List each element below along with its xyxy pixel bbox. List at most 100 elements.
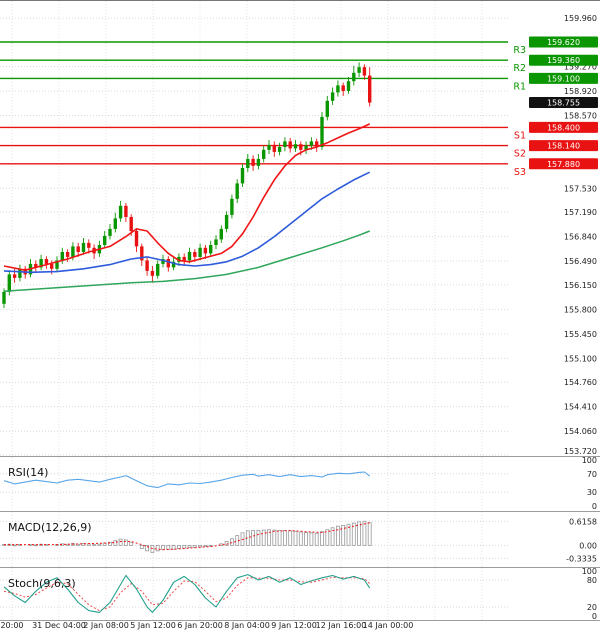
price-axis-label: 159.270	[564, 63, 597, 72]
candle-body	[315, 141, 319, 147]
ma-slow-line	[3, 230, 370, 292]
candles	[2, 62, 372, 308]
rsi-panel-title: RSI(14)	[8, 466, 49, 479]
pivot-badge-value: 159.360	[547, 56, 580, 65]
main-chart-svg: R3 R2 R1 S1 S2 S3 159.960 159.270 158.920 158.570…	[0, 1, 598, 456]
pivot-label-r3: R3	[513, 45, 526, 56]
rsi-axis-label: 30	[587, 488, 597, 497]
macd-bar	[12, 544, 17, 547]
candle-body	[156, 263, 160, 276]
macd-signal-line	[4, 522, 370, 551]
price-axis-label: 159.960	[564, 14, 597, 23]
pivot-badge-value: 159.620	[547, 38, 580, 47]
candle-body	[357, 67, 361, 73]
time-axis-label: 14 Jan 00:00	[362, 621, 414, 630]
candle-body	[34, 263, 38, 268]
candle-body	[44, 259, 49, 264]
candle-body	[103, 235, 107, 245]
macd-bar	[81, 543, 86, 546]
macd-bar	[65, 543, 70, 546]
pivot-badge-value: 158.140	[547, 142, 580, 151]
macd-bar	[124, 539, 128, 546]
candle-body	[203, 247, 208, 254]
rsi-axis-label: 0	[592, 502, 597, 511]
time-axis-label: 9 Jan 12:00	[271, 621, 317, 630]
ma-fast-line	[3, 123, 371, 271]
candle-body	[352, 72, 356, 82]
price-axis-label: 156.490	[564, 257, 597, 266]
rsi-axis-label: 100	[582, 457, 597, 465]
candle-body	[12, 274, 17, 278]
pivot-badge-r3	[529, 36, 598, 48]
macd-panel-title: MACD(12,26,9)	[8, 521, 92, 534]
candle-body	[288, 141, 292, 149]
candle-body	[171, 261, 176, 268]
macd-bar	[118, 538, 123, 546]
macd-bar	[282, 530, 287, 546]
price-axis-label: 155.450	[564, 330, 597, 339]
current-price-value: 158.755	[547, 99, 580, 108]
macd-bar	[335, 525, 340, 546]
rsi-line	[3, 471, 371, 489]
time-axis-label: 2 Jan 08:00	[83, 621, 129, 630]
candle-body	[272, 144, 276, 152]
candle-body	[299, 144, 303, 150]
pivot-label-r1: R1	[513, 81, 526, 92]
price-axis-label: 155.800	[564, 305, 597, 314]
candle-body	[187, 252, 192, 261]
candle-body	[325, 100, 329, 117]
candle-body	[161, 259, 165, 264]
macd-bar	[71, 543, 75, 546]
macd-bar	[341, 524, 346, 546]
candle-body	[71, 246, 75, 257]
macd-bar	[97, 543, 102, 546]
candle-body	[129, 217, 133, 231]
candle-body	[140, 246, 144, 261]
candle-body	[346, 81, 351, 91]
pivot-badge-value: 158.400	[547, 123, 580, 132]
macd-bar	[229, 538, 234, 546]
ma-mid-line	[3, 171, 371, 274]
macd-bar	[256, 530, 261, 546]
candle-body	[262, 149, 266, 159]
macd-bar	[171, 544, 176, 550]
stoch-panel: Stoch(9,6,3) 100 80 20 0	[0, 568, 600, 621]
macd-bar	[346, 523, 351, 546]
macd-bar	[161, 544, 165, 550]
stoch-axis-label: 0	[592, 612, 597, 620]
vertical-gridlines	[11, 1, 483, 456]
pivot-label-s3: S3	[514, 167, 526, 178]
candle-body	[145, 260, 149, 271]
candle-body	[65, 252, 70, 257]
candle-body	[198, 247, 202, 257]
macd-bar	[304, 532, 309, 546]
candle-body	[81, 242, 86, 252]
candle-body	[256, 158, 261, 166]
candle-body	[362, 67, 367, 76]
pivot-label-s1: S1	[514, 130, 526, 141]
candle-body	[87, 242, 91, 248]
stoch-axis-label: 80	[587, 576, 597, 585]
candle-body	[209, 245, 213, 254]
macd-bar	[320, 531, 324, 546]
macd-panel: MACD(12,26,9) 0.6158 0.00 -0.3335	[0, 512, 600, 568]
pivot-label-r2: R2	[513, 63, 526, 74]
candle-body	[150, 270, 155, 276]
candle-body	[309, 141, 314, 146]
macd-bar	[192, 544, 197, 548]
stoch-panel-title: Stoch(9,6,3)	[8, 577, 76, 590]
candle-body	[134, 231, 139, 247]
pivot-badge-s3	[529, 158, 598, 170]
macd-axis-label: 0.00	[579, 541, 597, 550]
candle-body	[60, 252, 64, 261]
candle-body	[108, 228, 112, 236]
macd-bar	[145, 544, 150, 552]
macd-bar	[198, 544, 203, 548]
macd-bar	[288, 530, 293, 546]
candle-body	[283, 141, 287, 147]
main-chart-panel: R3 R2 R1 S1 S2 S3 159.960 159.270 158.920 158.570…	[0, 0, 600, 457]
price-axis-label: 156.150	[564, 281, 597, 290]
macd-bar	[76, 543, 81, 546]
macd-bar	[314, 532, 319, 546]
candle-body	[182, 256, 186, 261]
